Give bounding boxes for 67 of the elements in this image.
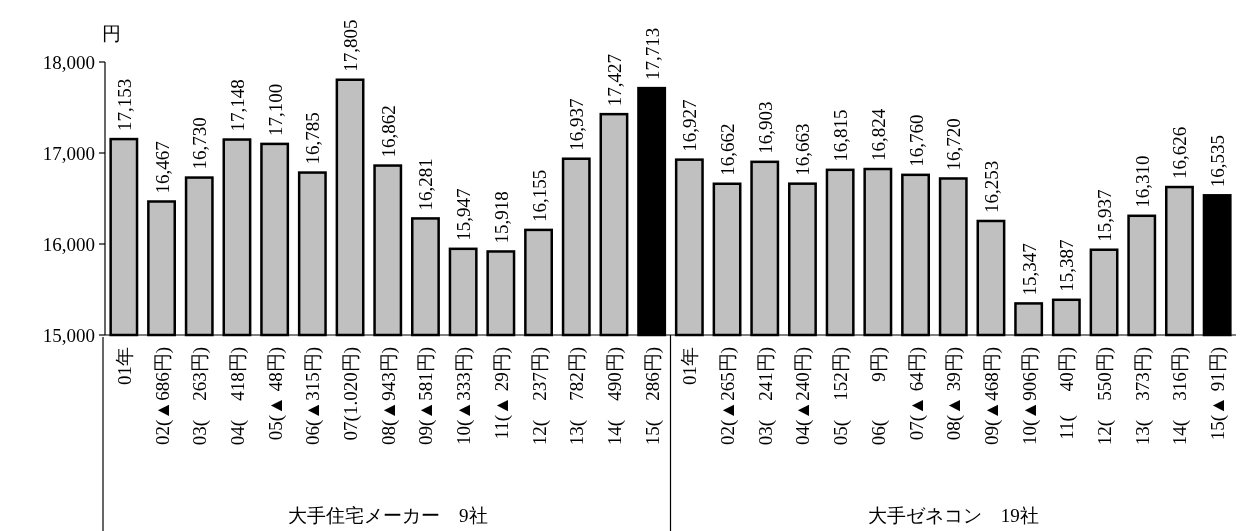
x-tick-label: 14( 490円): [603, 347, 626, 446]
data-label: 15,947: [453, 188, 475, 241]
x-tick-label: 08(▲943円): [377, 347, 400, 445]
x-tick-label: 07(1.020円): [340, 347, 363, 441]
x-tick-label: 01年: [679, 347, 701, 385]
x-tick-label: 13( 782円): [566, 347, 589, 446]
x-tick-label: 10(▲333円): [453, 347, 476, 445]
x-tick-label: 04( 418円): [226, 347, 249, 446]
x-tick-label: 13( 373円): [1131, 347, 1154, 446]
data-label: 17,153: [113, 78, 135, 132]
x-tick-label: 03( 263円): [189, 347, 212, 446]
data-label: 16,253: [980, 160, 1002, 213]
x-tick-label: 11(▲ 29円): [490, 347, 513, 440]
x-tick-label: 15(▲ 91円): [1207, 347, 1230, 441]
x-tick-label: 06(▲315円): [302, 347, 325, 445]
y-tick-label: 17,000: [42, 143, 95, 164]
x-tick-label: 04(▲240円): [792, 347, 815, 445]
data-label: 16,730: [189, 117, 211, 170]
data-label: 16,785: [302, 112, 324, 165]
data-label: 16,862: [377, 105, 399, 158]
data-label: 16,927: [679, 99, 701, 152]
data-label: 16,662: [717, 123, 739, 176]
data-label: 16,760: [905, 114, 927, 167]
x-tick-label: 02(▲686円): [151, 347, 174, 445]
text: 大手ゼネコン 19社: [867, 505, 1039, 526]
data-label: 17,805: [340, 19, 362, 72]
x-tick-label: 14( 316円): [1169, 347, 1192, 446]
x-tick-label: 12( 550円): [1094, 347, 1117, 446]
data-label: 16,663: [792, 123, 814, 176]
x-tick-label: 02(▲265円): [717, 347, 740, 445]
data-label: 16,626: [1169, 126, 1191, 180]
y-axis-title: 円: [101, 23, 121, 44]
data-label: 16,155: [528, 169, 550, 222]
x-tick-label: 10(▲906円): [1018, 347, 1041, 445]
x-tick-label: 01年: [113, 347, 135, 385]
y-tick-label: 18,000: [42, 52, 95, 73]
data-label: 16,937: [566, 98, 588, 151]
x-tick-label: 07(▲ 64円): [905, 347, 928, 441]
data-label: 16,824: [867, 108, 889, 162]
data-label: 16,903: [754, 101, 776, 154]
data-label: 15,387: [1056, 239, 1078, 292]
x-tick-label: 11( 40円): [1056, 347, 1079, 440]
x-tick-label: 06( 9円): [867, 347, 890, 446]
x-tick-label: 08(▲ 39円): [943, 347, 966, 441]
data-label: 16,535: [1207, 135, 1229, 188]
x-tick-label: 05( 152円): [830, 347, 853, 446]
data-label: 17,427: [603, 53, 625, 107]
data-label: 17,100: [264, 83, 286, 136]
y-tick-label: 15,000: [42, 325, 95, 346]
data-label: 16,467: [151, 141, 173, 194]
data-label: 16,310: [1131, 155, 1153, 208]
data-label: 16,720: [943, 118, 965, 171]
y-tick-label: 16,000: [42, 234, 95, 255]
data-label: 17,148: [226, 79, 248, 132]
x-tick-label: 09(▲468円): [980, 347, 1003, 445]
data-label: 17,713: [641, 27, 663, 81]
data-label: 16,281: [415, 158, 437, 211]
x-tick-label: 09(▲581円): [415, 347, 438, 445]
x-tick-label: 05(▲ 48円): [264, 347, 287, 441]
data-label: 15,918: [490, 191, 512, 244]
text: 大手住宅メーカー 9社: [288, 505, 488, 526]
x-tick-label: 03( 241円): [754, 347, 777, 446]
x-tick-label: 15( 286円): [641, 347, 664, 446]
data-label: 15,347: [1018, 243, 1040, 296]
data-label: 15,937: [1094, 189, 1116, 242]
data-label: 16,815: [830, 109, 852, 162]
x-tick-label: 12( 237円): [528, 347, 551, 446]
